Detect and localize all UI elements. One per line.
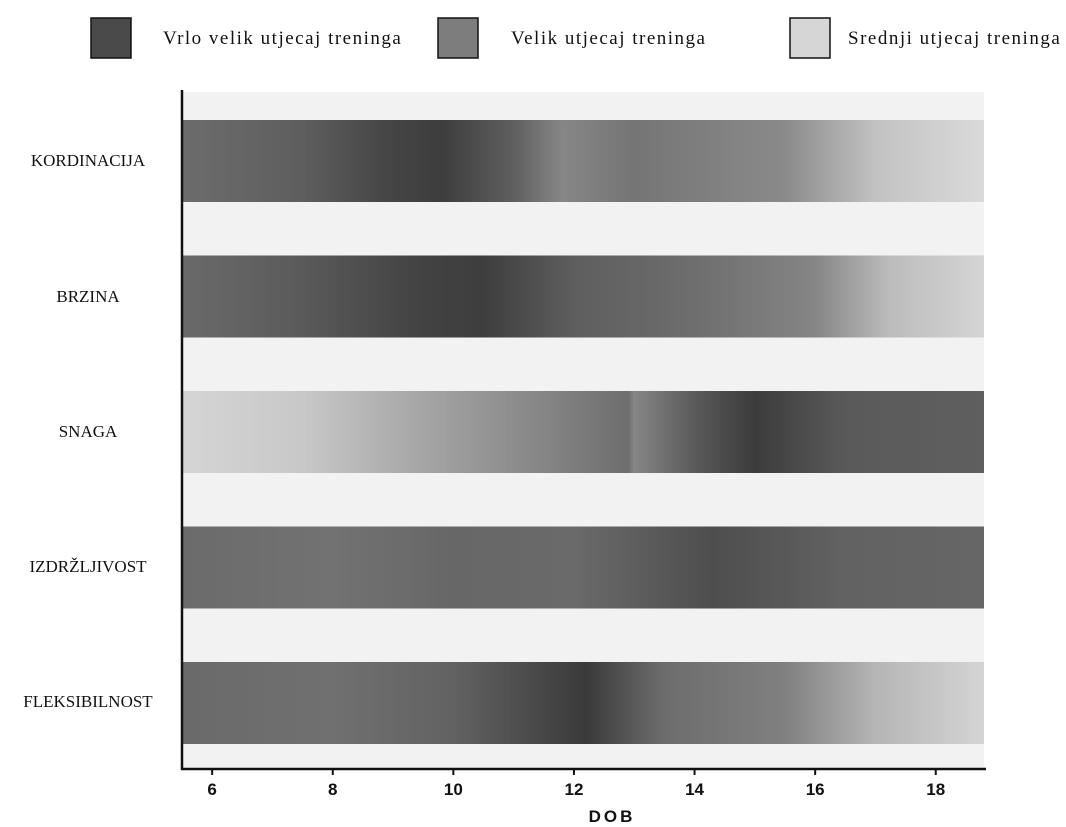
band-fleksibilnost: [182, 662, 984, 744]
category-labels: KORDINACIJA BRZINA SNAGA IZDRŽLJIVOST FL…: [23, 151, 153, 711]
x-tick-label-10: 10: [444, 780, 463, 799]
plot-area: 6 8 10 12 14 16 18: [180, 90, 986, 799]
x-axis-title: DOB: [589, 807, 636, 826]
legend-swatch-high: [437, 17, 479, 59]
band-izdrzljivost: [182, 526, 984, 609]
legend-label-medium: Srednji utjecaj treninga: [848, 28, 1061, 49]
legend-label-very-high: Vrlo velik utjecaj treninga: [163, 28, 402, 49]
x-tick-label-12: 12: [564, 780, 583, 799]
x-tick-label-6: 6: [207, 780, 216, 799]
intensity-bands: [182, 120, 984, 744]
category-label-izdrzljivost: IZDRŽLJIVOST: [29, 557, 147, 576]
category-label-kordinacija: KORDINACIJA: [31, 151, 146, 170]
legend-label-high: Velik utjecaj treninga: [511, 28, 707, 49]
x-tick-label-16: 16: [806, 780, 825, 799]
band-snaga: [182, 391, 984, 473]
category-label-brzina: BRZINA: [56, 287, 120, 306]
band-brzina: [182, 255, 984, 338]
x-tick-label-14: 14: [685, 780, 704, 799]
category-label-snaga: SNAGA: [59, 422, 118, 441]
legend-swatch-medium: [789, 17, 831, 59]
category-label-fleksibilnost: FLEKSIBILNOST: [23, 692, 153, 711]
band-kordinacija: [182, 120, 984, 202]
x-axis-ticks: 6 8 10 12 14 16 18: [207, 769, 945, 799]
legend: Vrlo velik utjecaj treninga Velik utjeca…: [90, 17, 1061, 59]
legend-swatch-very-high: [90, 17, 132, 59]
x-tick-label-18: 18: [926, 780, 945, 799]
x-tick-label-8: 8: [328, 780, 337, 799]
